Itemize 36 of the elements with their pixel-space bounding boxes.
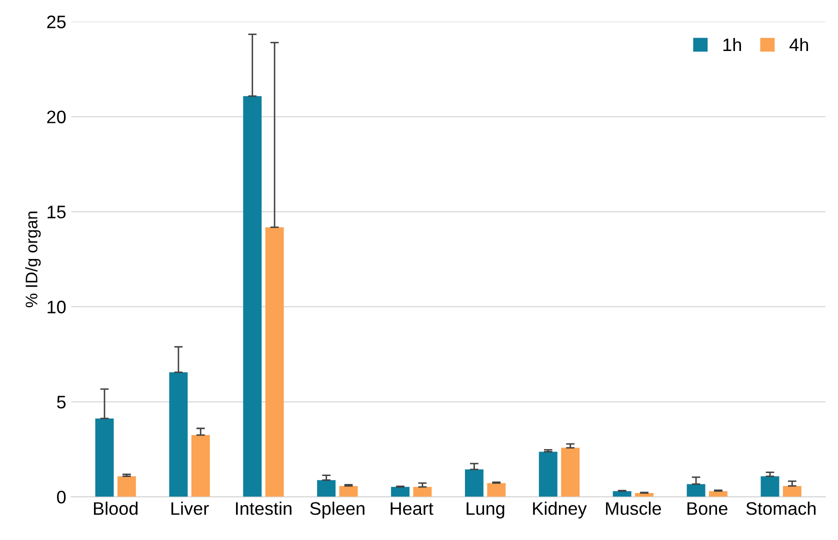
bar xyxy=(391,486,410,497)
x-tick-label: Intestin xyxy=(236,502,292,515)
bar xyxy=(413,486,432,497)
bar xyxy=(760,476,780,497)
y-tick-label: 15 xyxy=(48,206,66,218)
x-tick-label: Spleen xyxy=(310,502,364,518)
x-tick-label: Liver xyxy=(171,502,209,515)
x-tick-label: Muscle xyxy=(606,502,661,515)
x-tick-label: Bone xyxy=(688,502,728,515)
legend-label: 4h xyxy=(790,38,808,52)
bar xyxy=(317,480,336,497)
y-tick-label: 5 xyxy=(57,396,66,408)
y-axis-title: % ID/g organ xyxy=(25,212,41,308)
y-tick-label: 10 xyxy=(48,300,66,314)
bar xyxy=(561,448,580,497)
bar xyxy=(169,372,188,497)
x-tick-label: Heart xyxy=(390,502,434,515)
bar xyxy=(117,476,136,497)
bar xyxy=(243,96,262,497)
y-tick-label: 0 xyxy=(57,490,66,504)
y-tick-label: 20 xyxy=(47,110,66,124)
x-tick-label: Stomach xyxy=(746,502,816,515)
bar xyxy=(782,486,802,497)
bar xyxy=(265,227,284,497)
x-tick-label: Kidney xyxy=(533,502,587,518)
bar xyxy=(686,484,706,497)
bar xyxy=(95,418,114,497)
bar xyxy=(487,483,506,497)
bar xyxy=(464,469,484,497)
bar xyxy=(339,486,358,497)
bar xyxy=(538,452,558,497)
bar xyxy=(191,435,210,497)
x-tick-label: Lung xyxy=(466,502,504,518)
y-tick-label: 25 xyxy=(47,16,66,28)
legend-label: 1h xyxy=(723,38,741,52)
x-tick-label: Blood xyxy=(94,502,138,515)
